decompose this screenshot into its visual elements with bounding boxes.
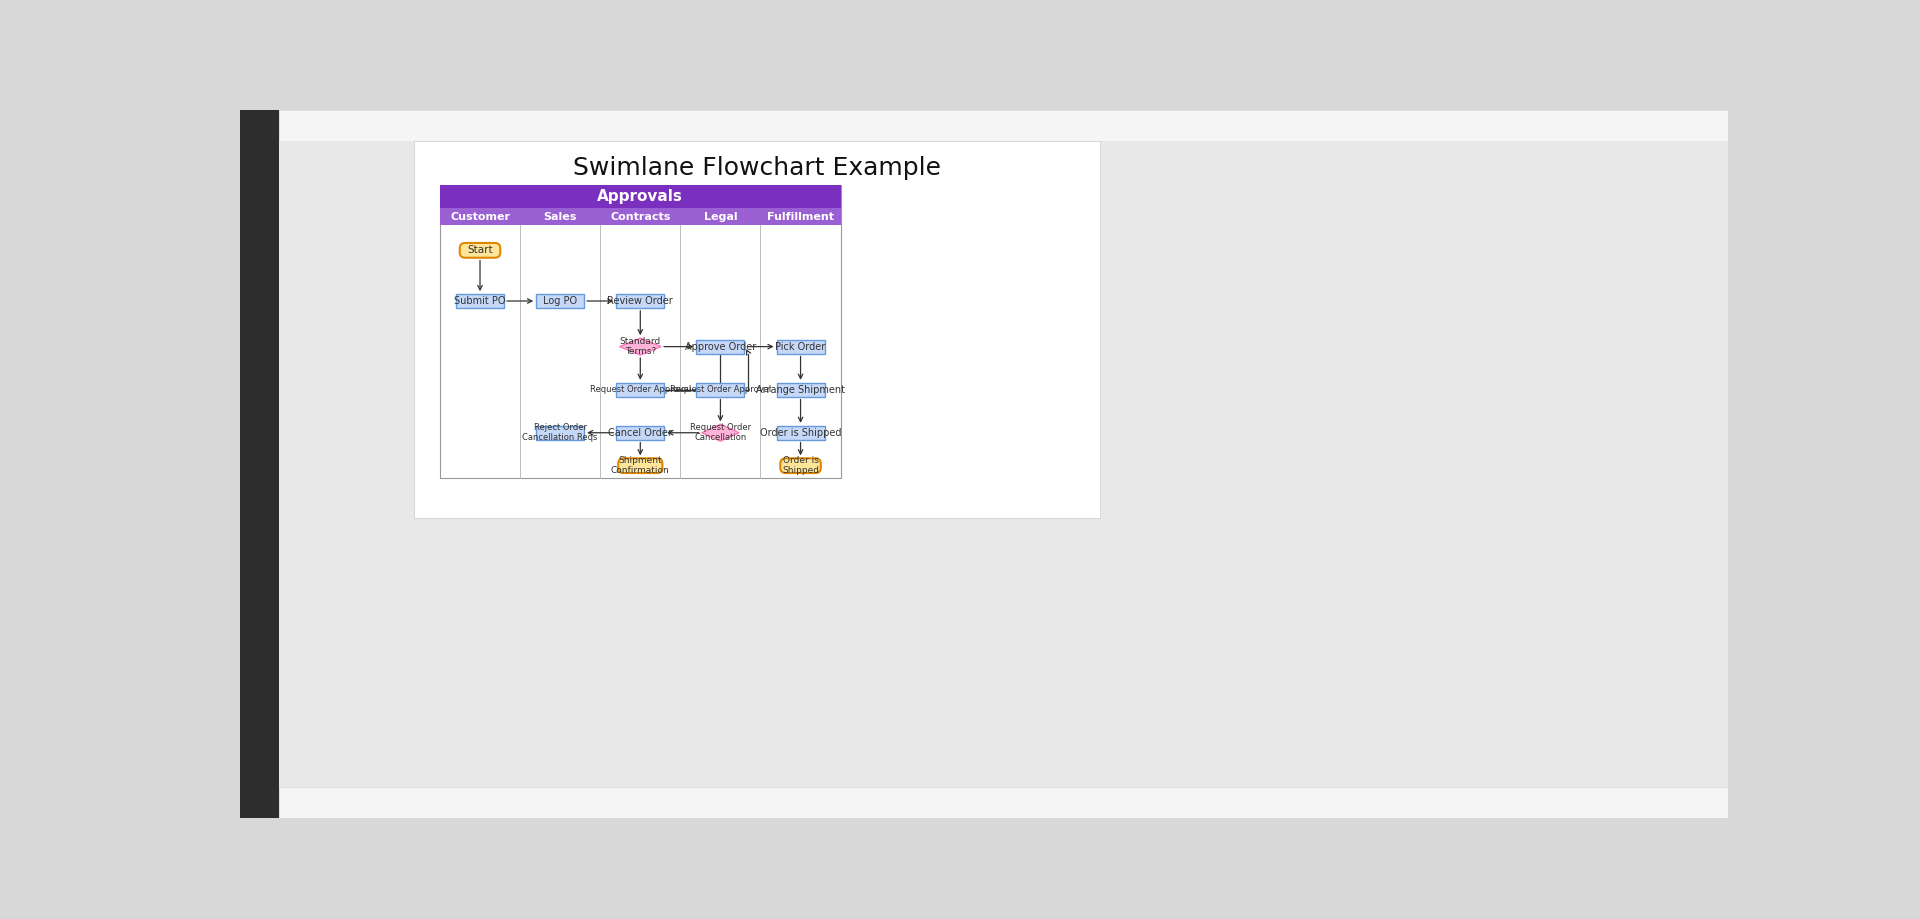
- Text: Cancel Order: Cancel Order: [609, 427, 672, 437]
- Text: Order is Shipped: Order is Shipped: [760, 427, 841, 437]
- Polygon shape: [620, 338, 660, 355]
- FancyBboxPatch shape: [455, 294, 505, 308]
- Text: Request Order
Cancellation: Request Order Cancellation: [689, 423, 751, 442]
- Text: Request Order Approval: Request Order Approval: [670, 385, 772, 394]
- Text: Fulfillment: Fulfillment: [768, 211, 833, 221]
- Bar: [278, 110, 1728, 142]
- FancyBboxPatch shape: [536, 425, 584, 439]
- Text: Log PO: Log PO: [543, 296, 578, 306]
- Bar: [415, 142, 1100, 518]
- FancyBboxPatch shape: [616, 294, 664, 308]
- Text: Request Order Approval: Request Order Approval: [589, 385, 691, 394]
- Text: Shipment
Confirmation: Shipment Confirmation: [611, 456, 670, 475]
- Text: Approve Order: Approve Order: [685, 342, 756, 352]
- Text: Submit PO: Submit PO: [455, 296, 505, 306]
- FancyBboxPatch shape: [697, 382, 745, 397]
- Text: Sales: Sales: [543, 211, 576, 221]
- Polygon shape: [701, 425, 739, 441]
- Text: Swimlane Flowchart Example: Swimlane Flowchart Example: [574, 156, 941, 180]
- FancyBboxPatch shape: [697, 340, 745, 354]
- Text: Contracts: Contracts: [611, 211, 670, 221]
- Text: Standard
Terms?: Standard Terms?: [620, 337, 660, 357]
- Text: Legal: Legal: [703, 211, 737, 221]
- Bar: [440, 208, 841, 225]
- FancyBboxPatch shape: [536, 294, 584, 308]
- Bar: [240, 110, 278, 818]
- FancyBboxPatch shape: [780, 459, 822, 473]
- Bar: [440, 185, 841, 208]
- Text: Approvals: Approvals: [597, 189, 684, 204]
- Bar: [278, 787, 1728, 818]
- FancyBboxPatch shape: [618, 459, 662, 473]
- Text: Pick Order: Pick Order: [776, 342, 826, 352]
- FancyBboxPatch shape: [776, 340, 824, 354]
- Text: Arrange Shipment: Arrange Shipment: [756, 385, 845, 394]
- FancyBboxPatch shape: [616, 425, 664, 439]
- Text: Customer: Customer: [449, 211, 511, 221]
- Text: Start: Start: [467, 245, 493, 255]
- FancyBboxPatch shape: [776, 382, 824, 397]
- Text: Reject Order
Cancellation Reqs: Reject Order Cancellation Reqs: [522, 423, 597, 442]
- Text: Order is
Shipped: Order is Shipped: [781, 456, 820, 475]
- Text: Review Order: Review Order: [607, 296, 674, 306]
- Bar: [440, 185, 841, 479]
- FancyBboxPatch shape: [459, 243, 501, 257]
- FancyBboxPatch shape: [616, 382, 664, 397]
- FancyBboxPatch shape: [776, 425, 824, 439]
